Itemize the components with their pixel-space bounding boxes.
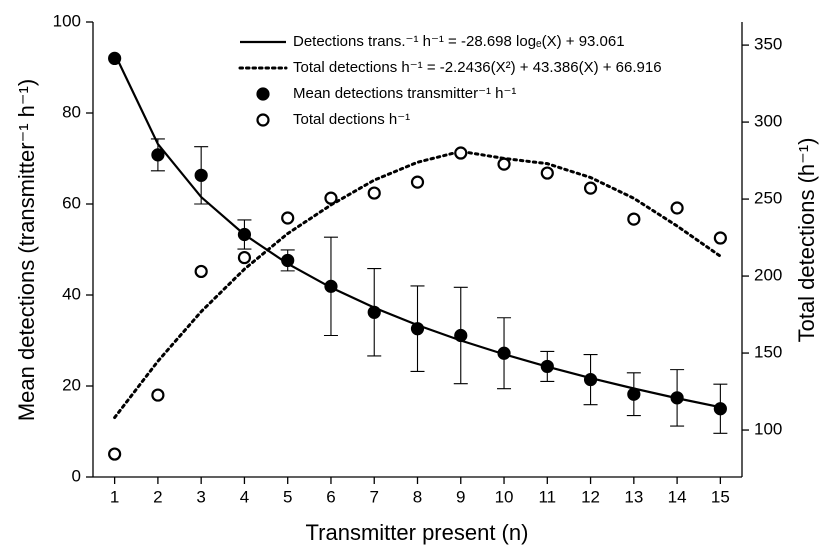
x-tick-label: 6 xyxy=(326,487,335,506)
open-point xyxy=(627,212,641,226)
open-point xyxy=(108,447,122,461)
point xyxy=(237,227,252,242)
y2-tick-label: 350 xyxy=(754,35,782,54)
y-tick-label: 0 xyxy=(72,466,81,485)
legend-label: Detections trans.⁻¹ h⁻¹ = -28.698 logₑ(X… xyxy=(293,33,625,50)
open-point xyxy=(454,146,468,160)
y2-tick-label: 250 xyxy=(754,189,782,208)
point xyxy=(194,168,208,182)
open-point xyxy=(237,250,252,265)
point xyxy=(627,387,641,401)
point xyxy=(324,279,338,293)
x-tick-label: 2 xyxy=(153,487,162,506)
y-axis-label: Mean detections (transmitter⁻¹ h⁻¹) xyxy=(14,79,39,421)
y2-tick-label: 100 xyxy=(754,420,782,439)
x-tick-label: 10 xyxy=(495,487,514,506)
y2-axis-label: Total detections (h⁻¹) xyxy=(794,138,819,343)
y-tick-label: 100 xyxy=(53,11,81,30)
x-tick-label: 15 xyxy=(711,487,730,506)
trend-line xyxy=(113,149,722,420)
point xyxy=(151,148,165,162)
x-tick-label: 1 xyxy=(110,487,119,506)
open-point xyxy=(583,181,598,195)
point xyxy=(367,305,381,319)
open-point xyxy=(670,201,684,215)
x-tick-label: 4 xyxy=(240,487,249,506)
x-tick-label: 3 xyxy=(196,487,205,506)
x-tick-label: 7 xyxy=(369,487,378,506)
point xyxy=(410,322,425,336)
point xyxy=(583,373,598,387)
point xyxy=(497,346,511,360)
open-point xyxy=(367,186,381,200)
y-tick-label: 40 xyxy=(62,284,81,303)
open-point xyxy=(151,388,165,402)
open-point xyxy=(410,175,425,189)
y-tick-label: 80 xyxy=(62,102,81,121)
y-tick-label: 60 xyxy=(62,193,81,212)
y-tick-label: 20 xyxy=(62,375,81,394)
x-tick-label: 8 xyxy=(413,487,422,506)
x-tick-label: 11 xyxy=(538,487,556,506)
point xyxy=(108,51,122,66)
open-point xyxy=(497,157,511,171)
y2-tick-label: 150 xyxy=(754,343,782,362)
open-point xyxy=(194,264,208,279)
legend-label: Total dections h⁻¹ xyxy=(293,111,410,128)
open-point xyxy=(281,211,295,225)
y2-tick-label: 200 xyxy=(754,266,782,285)
open-point xyxy=(713,231,727,245)
x-tick-label: 9 xyxy=(456,487,465,506)
x-tick-label: 14 xyxy=(668,487,687,506)
x-tick-label: 5 xyxy=(283,487,292,506)
open-point xyxy=(324,191,338,205)
point xyxy=(670,391,684,405)
legend-swatch xyxy=(256,113,270,127)
point xyxy=(713,402,727,416)
legend-label: Mean detections transmitter⁻¹ h⁻¹ xyxy=(293,85,516,102)
x-tick-label: 12 xyxy=(581,487,600,506)
legend-swatch xyxy=(256,87,270,101)
x-axis-label: Transmitter present (n) xyxy=(306,520,529,545)
point xyxy=(540,359,554,374)
point xyxy=(281,253,295,268)
y2-tick-label: 300 xyxy=(754,112,782,131)
legend-label: Total detections h⁻¹ = -2.2436(X²) + 43.… xyxy=(293,59,662,76)
open-point xyxy=(540,166,554,180)
point xyxy=(454,328,468,343)
x-tick-label: 13 xyxy=(624,487,643,506)
